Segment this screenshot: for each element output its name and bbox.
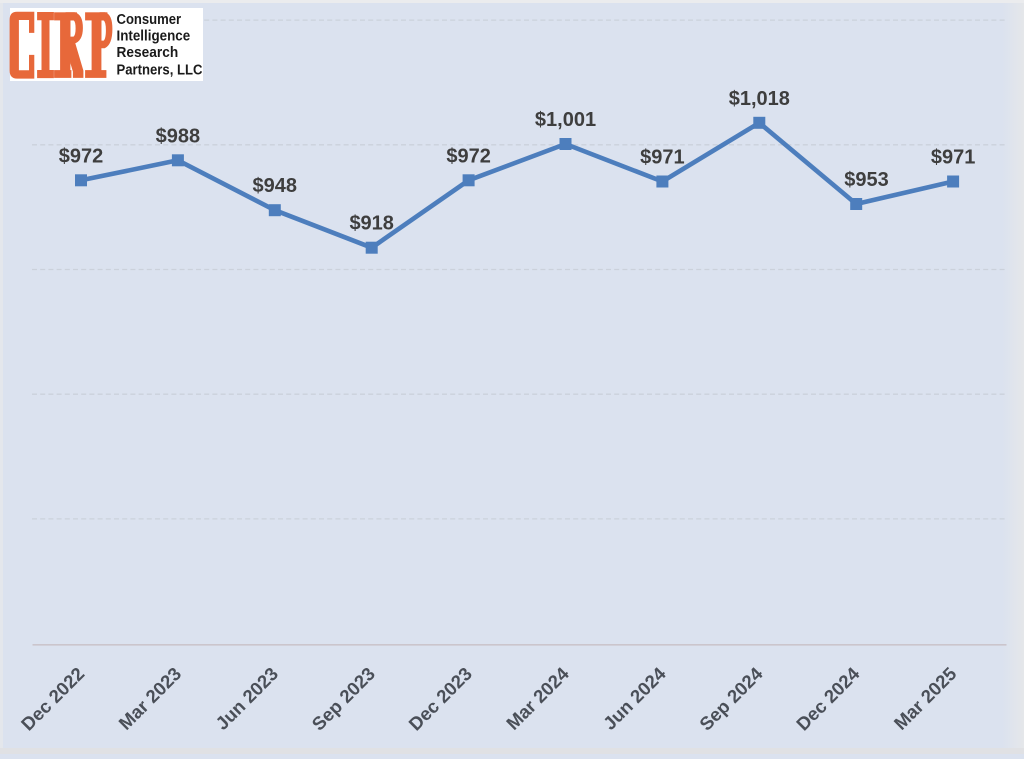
svg-text:Intelligence: Intelligence (117, 28, 191, 45)
svg-text:$972: $972 (446, 145, 491, 167)
svg-text:$988: $988 (156, 125, 201, 147)
svg-text:Research: Research (117, 45, 179, 62)
svg-text:$971: $971 (931, 147, 976, 169)
svg-text:Consumer: Consumer (117, 10, 182, 27)
svg-text:$972: $972 (59, 145, 104, 167)
svg-text:$953: $953 (844, 169, 889, 191)
svg-text:$1,001: $1,001 (535, 109, 596, 131)
svg-text:$971: $971 (640, 147, 685, 169)
svg-text:$948: $948 (253, 175, 298, 197)
svg-text:Partners, LLC: Partners, LLC (117, 61, 203, 78)
svg-text:$1,018: $1,018 (729, 88, 790, 110)
svg-text:$918: $918 (349, 213, 394, 235)
